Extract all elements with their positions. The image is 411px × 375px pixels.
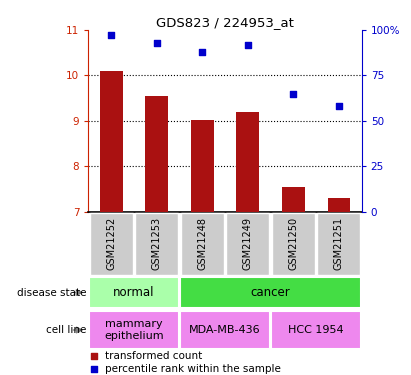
Text: normal: normal [113, 286, 155, 299]
Bar [328, 198, 350, 212]
Point [245, 42, 251, 48]
Point [199, 49, 206, 55]
Text: GSM21252: GSM21252 [106, 217, 116, 270]
Point [290, 91, 297, 97]
Text: GSM21248: GSM21248 [197, 217, 207, 270]
Bar [135, 213, 178, 275]
Bar [191, 120, 214, 212]
Bar [89, 310, 179, 350]
Bar [272, 213, 315, 275]
Bar [181, 213, 224, 275]
Text: GSM21250: GSM21250 [289, 217, 298, 270]
Point [336, 104, 342, 110]
Point [90, 366, 97, 372]
Bar [89, 277, 179, 308]
Text: mammary
epithelium: mammary epithelium [104, 319, 164, 341]
Bar [180, 277, 361, 308]
Bar [236, 112, 259, 212]
Bar [271, 310, 361, 350]
Text: transformed count: transformed count [105, 351, 202, 361]
Bar [100, 71, 122, 212]
Text: MDA-MB-436: MDA-MB-436 [189, 325, 261, 335]
Point [90, 353, 97, 359]
Text: disease state: disease state [17, 288, 86, 297]
Bar [282, 187, 305, 212]
Text: GSM21251: GSM21251 [334, 217, 344, 270]
Text: GSM21253: GSM21253 [152, 217, 162, 270]
Text: HCC 1954: HCC 1954 [288, 325, 344, 335]
Bar [145, 96, 168, 212]
Title: GDS823 / 224953_at: GDS823 / 224953_at [156, 16, 294, 29]
Text: GSM21249: GSM21249 [243, 217, 253, 270]
Bar [180, 310, 270, 350]
Text: cancer: cancer [251, 286, 291, 299]
Text: percentile rank within the sample: percentile rank within the sample [105, 364, 281, 374]
Bar [226, 213, 269, 275]
Text: cell line: cell line [46, 325, 86, 335]
Bar [317, 213, 360, 275]
Bar [90, 213, 133, 275]
Point [108, 33, 114, 39]
Point [153, 40, 160, 46]
